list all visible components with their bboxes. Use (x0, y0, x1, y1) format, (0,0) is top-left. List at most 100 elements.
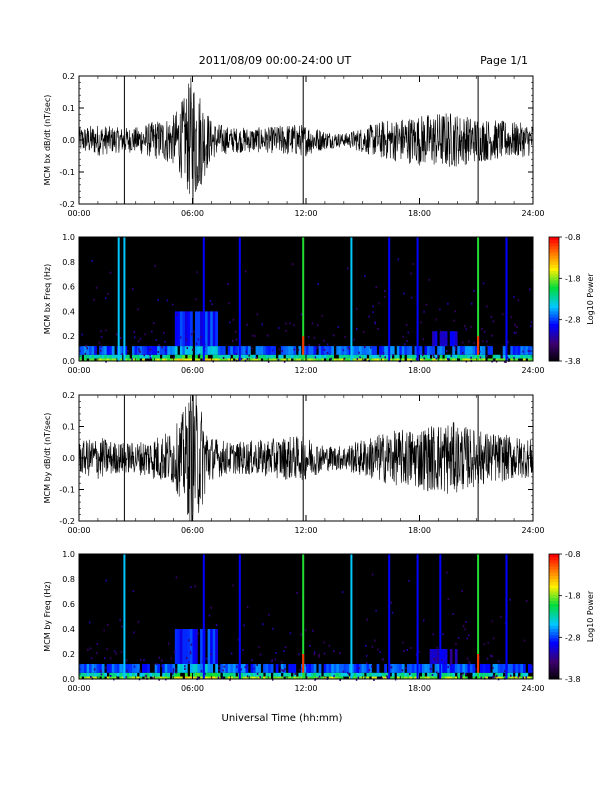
spectrogram-cell (374, 676, 377, 679)
spectrogram-cell (384, 672, 387, 677)
spectrogram-cell (427, 346, 430, 355)
spectrogram-cell (111, 676, 115, 679)
spectrogram-speckle (271, 660, 273, 663)
spectrogram-speckle (466, 657, 469, 660)
spectrogram-cell (84, 358, 87, 361)
spectrogram-cell (328, 354, 332, 359)
spectrogram-speckle (415, 653, 418, 656)
spectrogram-cell (265, 676, 269, 679)
spectrogram-cell (263, 664, 266, 673)
spectrogram-cell (432, 331, 435, 347)
spectrogram-cell (404, 346, 408, 355)
spectrogram-cell (109, 676, 113, 679)
colorbar-cell (549, 258, 559, 263)
spectrogram-cell (432, 346, 435, 355)
spectrogram-cell (472, 676, 476, 679)
spectrogram-cell (167, 664, 171, 673)
spectrogram-cell (154, 354, 158, 359)
spectrogram-speckle (297, 349, 300, 352)
spectrogram-speckle (410, 647, 412, 649)
spectrogram-cell (111, 672, 115, 677)
spectrogram-speckle (200, 670, 203, 673)
spectrogram-speckle (510, 674, 512, 677)
spectrogram-speckle (379, 355, 381, 358)
spectrogram-cell (414, 346, 418, 355)
spectrogram-cell (462, 358, 466, 361)
spectrogram-speckle (133, 331, 136, 334)
spectrogram-cell (142, 664, 145, 673)
spectrogram-cell (424, 676, 428, 679)
spectrogram-speckle (246, 606, 249, 608)
spectrogram-speckle (480, 676, 482, 679)
spectrogram-speckle (493, 676, 495, 679)
spectrogram-cell (389, 346, 392, 355)
spectrogram-cell (366, 358, 370, 361)
spectrogram-cell (167, 358, 171, 361)
spectrogram-cell (232, 354, 236, 359)
spectrogram-speckle (384, 290, 386, 292)
spectrogram-speckle (397, 258, 400, 261)
colorbar-cell (549, 629, 559, 633)
spectrogram-speckle (172, 672, 174, 675)
spectrogram-cell (396, 672, 400, 677)
spectrogram-cell (225, 358, 229, 361)
spectrogram-speckle (314, 356, 317, 359)
spectrogram-speckle (105, 579, 107, 582)
spectrogram-speckle (255, 356, 258, 359)
spectrogram-speckle (293, 324, 295, 327)
spectrogram-cell (497, 354, 501, 359)
spectrogram-cell (280, 354, 284, 359)
spectrogram-cell (464, 354, 468, 359)
spectrogram-speckle (323, 339, 325, 342)
spectrogram-cell (449, 664, 453, 673)
spectrogram-cell (507, 354, 511, 359)
spectrogram-cell (454, 358, 458, 361)
spectrogram-speckle (506, 356, 509, 359)
spectrogram-speckle (483, 643, 486, 646)
spectrogram-cell (89, 664, 92, 673)
spectrogram-cell (270, 664, 274, 673)
spectrogram-speckle (359, 356, 361, 359)
y-tick-label: 1.0 (62, 233, 75, 242)
spectrogram-cell (225, 672, 229, 677)
spectrogram-cell (94, 354, 97, 359)
spectrogram-speckle (513, 670, 515, 673)
spectrogram-cell (210, 346, 213, 355)
spectrogram-speckle (465, 328, 467, 331)
spectrogram-cell (285, 672, 289, 677)
spectrogram-cell (348, 664, 352, 673)
spectrogram-speckle (275, 652, 277, 654)
spectrogram-speckle (100, 673, 103, 676)
spectrogram-cell (232, 664, 236, 673)
spectrogram-speckle (386, 676, 389, 679)
spectrogram-cell (409, 346, 413, 355)
spectrogram-cell (177, 676, 181, 679)
spectrogram-speckle (185, 657, 188, 660)
spectrogram-cell (164, 358, 168, 361)
colorbar-cell (549, 305, 559, 309)
colorbar-cell (549, 600, 559, 605)
spectrogram-speckle (318, 655, 320, 658)
spectrogram-cell (411, 358, 415, 361)
spectrogram-speckle (96, 642, 99, 645)
spectrogram-speckle (232, 318, 235, 321)
spectrogram-cell (444, 672, 448, 677)
spectrogram-cell (172, 346, 176, 355)
spectrogram-speckle (375, 286, 377, 289)
spectrogram-cell (434, 649, 438, 664)
spectrogram-cell (442, 676, 445, 679)
spectrogram-cell (429, 649, 433, 664)
colorbar-cell (549, 647, 559, 652)
spectrogram-speckle (371, 573, 374, 576)
spectrogram-cell (248, 672, 251, 677)
spectrogram-speckle (431, 673, 434, 676)
spectrogram-speckle (197, 676, 199, 679)
spectrogram-speckle (259, 653, 262, 656)
spectrogram-cell (119, 672, 123, 677)
spectrogram-speckle (447, 665, 449, 668)
spectrogram-speckle (308, 343, 310, 346)
spectrogram-cell (394, 358, 398, 361)
spectrogram-speckle (210, 653, 212, 656)
spectrogram-speckle (492, 320, 495, 323)
y-tick-label: 0.8 (62, 575, 75, 584)
